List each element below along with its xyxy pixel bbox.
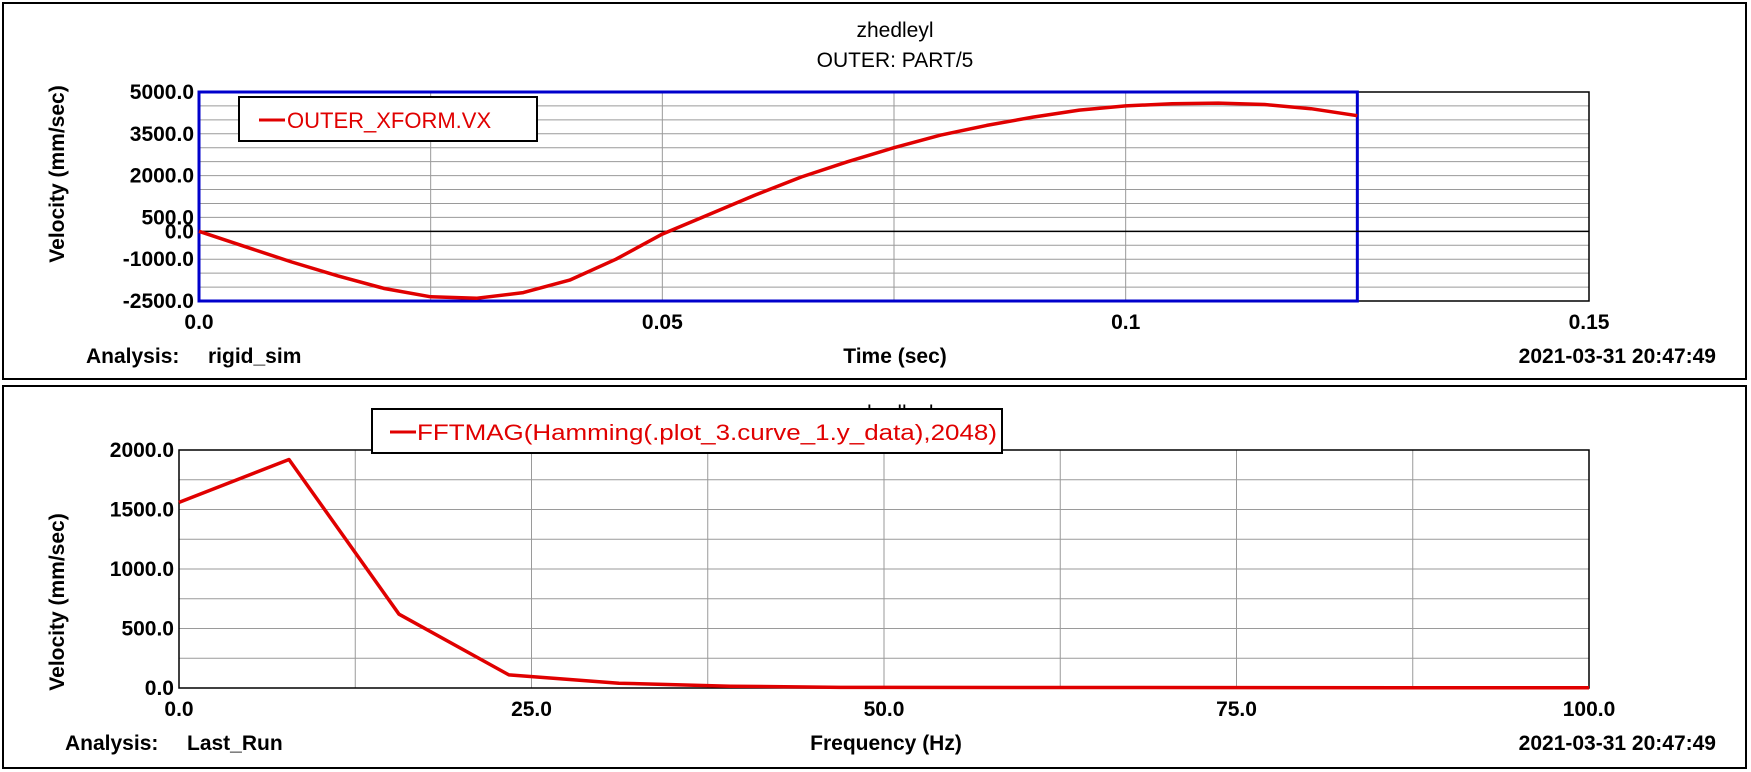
y-tick-label: 2000.0	[130, 165, 194, 188]
series-line-outer-xform-vx	[198, 101, 1358, 300]
legend-box	[238, 96, 538, 142]
x-tick-label: 0.1	[1111, 311, 1141, 334]
y-tick-label: 500.0	[121, 618, 174, 641]
timestamp: 2021-03-31 20:47:49	[1519, 345, 1716, 368]
x-tick-label: 50.0	[864, 698, 905, 721]
y-tick-label: 0.0	[165, 220, 194, 243]
x-tick-label: 0.0	[164, 698, 193, 721]
analysis-label: Analysis:	[86, 345, 179, 368]
analysis-label: Analysis:	[65, 732, 158, 755]
x-tick-label: 0.15	[1569, 311, 1610, 334]
y-tick-label: 0.0	[145, 677, 174, 700]
x-tick-label: 25.0	[511, 698, 552, 721]
y-tick-label: 3500.0	[130, 123, 194, 146]
legend-entry-outer-xform-vx: OUTER_XFORM.VX	[287, 108, 491, 133]
y-tick-label: 1500.0	[110, 499, 174, 522]
x-tick-labels: 0.0 0.05 0.1 0.15	[184, 311, 1609, 334]
x-tick-label: 100.0	[1563, 698, 1616, 721]
x-tick-labels: 0.0 25.0 50.0 75.0 100.0	[164, 698, 1615, 721]
velocity-time-chart: zhedleyl OUTER: PART/5 -2500.0 -1000.0 0.0…	[46, 19, 1716, 368]
y-tick-label: 1000.0	[110, 558, 174, 581]
legend[interactable]: FFTMAG(Hamming(.plot_3.curve_1.y_data),2…	[371, 408, 1003, 454]
chart-subtitle: OUTER: PART/5	[817, 49, 974, 72]
x-tick-label: 0.05	[642, 311, 683, 334]
x-tick-label: 75.0	[1216, 698, 1257, 721]
y-tick-label: -2500.0	[123, 290, 194, 313]
y-tick-label: 500.0	[141, 206, 194, 229]
timestamp: 2021-03-31 20:47:49	[1519, 732, 1716, 755]
grid	[179, 450, 1589, 688]
y-tick-label: -1000.0	[123, 248, 194, 271]
x-axis-label: Time (sec)	[843, 345, 947, 368]
chart-title: zhedleyl	[856, 19, 933, 42]
analysis-name: Last_Run	[187, 732, 283, 755]
legend[interactable]: OUTER_XFORM.VX	[238, 96, 538, 142]
y-tick-labels: 0.0 500.0 1000.0 1500.0 2000.0	[110, 439, 174, 700]
selection-box[interactable]	[197, 90, 1359, 303]
series-line-fftmag	[178, 457, 1590, 690]
y-tick-label: 2000.0	[110, 439, 174, 462]
y-axis-label: Velocity (mm/sec)	[46, 513, 69, 690]
y-tick-label: 5000.0	[130, 81, 194, 104]
legend-entry-fftmag: FFTMAG(Hamming(.plot_3.curve_1.y_data),2…	[417, 420, 997, 445]
y-axis-label: Velocity (mm/sec)	[46, 85, 69, 262]
x-axis-label: Frequency (Hz)	[810, 732, 962, 755]
legend-box	[371, 408, 1003, 454]
plot-panel-velocity-time: zhedleyl OUTER: PART/5 -2500.0 -1000.0 0.0…	[2, 2, 1747, 380]
analysis-name: rigid_sim	[208, 345, 301, 368]
x-tick-label: 0.0	[184, 311, 213, 334]
